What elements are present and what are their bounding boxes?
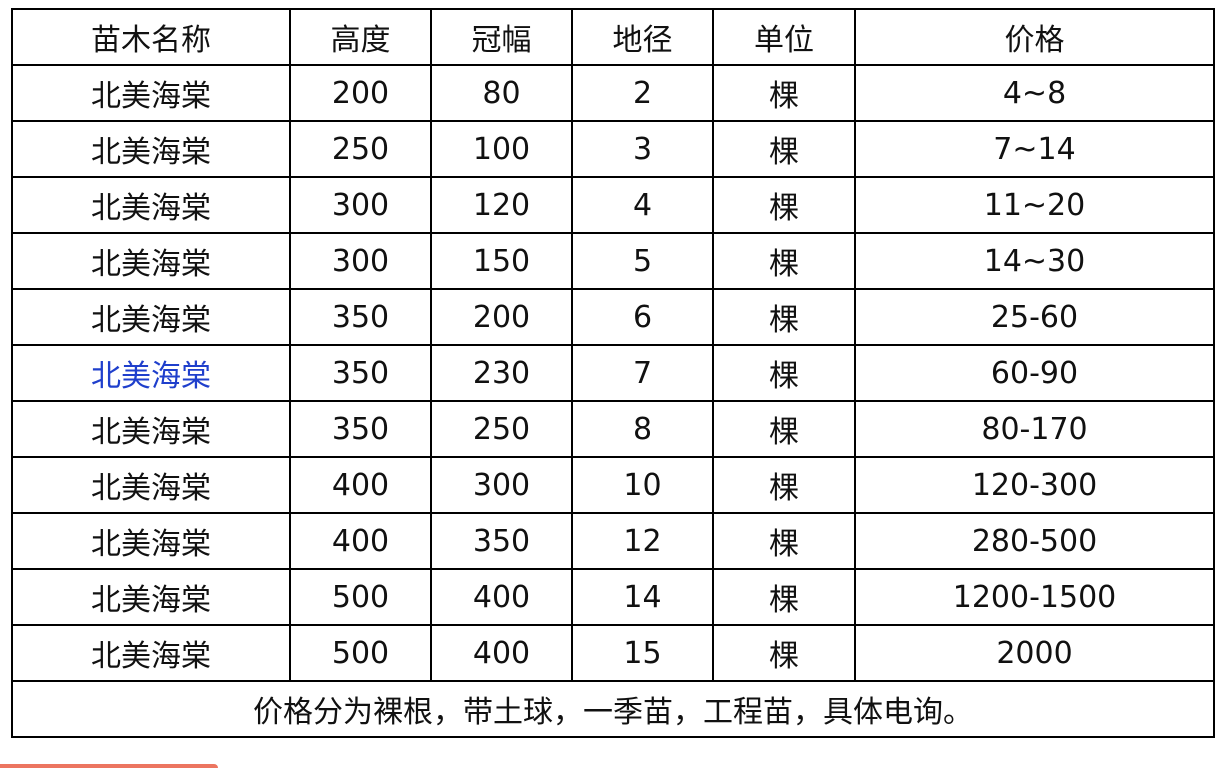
cell-height: 500 bbox=[289, 624, 432, 682]
cell-diameter: 7 bbox=[571, 344, 714, 402]
cell-crown: 400 bbox=[430, 624, 573, 682]
cell-name: 北美海棠 bbox=[11, 456, 291, 514]
cell-price: 2000 bbox=[854, 624, 1215, 682]
cell-crown: 250 bbox=[430, 400, 573, 458]
cell-height: 400 bbox=[289, 512, 432, 570]
cell-unit: 棵 bbox=[712, 120, 856, 178]
cell-unit: 棵 bbox=[712, 512, 856, 570]
cell-height: 350 bbox=[289, 344, 432, 402]
cell-height: 400 bbox=[289, 456, 432, 514]
table-row: 北美海棠 200 80 2 棵 4~8 bbox=[11, 64, 1215, 122]
header-height: 高度 bbox=[289, 8, 432, 66]
cell-name: 北美海棠 bbox=[11, 512, 291, 570]
cell-diameter: 2 bbox=[571, 64, 714, 122]
cell-height: 200 bbox=[289, 64, 432, 122]
header-unit: 单位 bbox=[712, 8, 856, 66]
price-table: 苗木名称 高度 冠幅 地径 单位 价格 北美海棠 200 80 2 棵 4~8 北美海棠 250 100 3… bbox=[11, 8, 1215, 738]
bottom-accent-bar bbox=[0, 764, 218, 768]
cell-diameter: 8 bbox=[571, 400, 714, 458]
cell-name: 北美海棠 bbox=[11, 176, 291, 234]
cell-diameter: 6 bbox=[571, 288, 714, 346]
table-row: 北美海棠 300 120 4 棵 11~20 bbox=[11, 176, 1215, 234]
table-row: 北美海棠 250 100 3 棵 7~14 bbox=[11, 120, 1215, 178]
table-row: 北美海棠 400 350 12 棵 280-500 bbox=[11, 512, 1215, 570]
cell-unit: 棵 bbox=[712, 64, 856, 122]
cell-price: 80-170 bbox=[854, 400, 1215, 458]
header-price: 价格 bbox=[854, 8, 1215, 66]
cell-name: 北美海棠 bbox=[11, 120, 291, 178]
cell-unit: 棵 bbox=[712, 624, 856, 682]
cell-height: 300 bbox=[289, 176, 432, 234]
cell-price: 4~8 bbox=[854, 64, 1215, 122]
cell-name: 北美海棠 bbox=[11, 232, 291, 290]
cell-unit: 棵 bbox=[712, 400, 856, 458]
cell-price: 60-90 bbox=[854, 344, 1215, 402]
cell-price: 7~14 bbox=[854, 120, 1215, 178]
cell-crown: 300 bbox=[430, 456, 573, 514]
cell-height: 250 bbox=[289, 120, 432, 178]
header-row: 苗木名称 高度 冠幅 地径 单位 价格 bbox=[11, 8, 1215, 66]
cell-height: 350 bbox=[289, 288, 432, 346]
price-note: 价格分为裸根，带土球，一季苗，工程苗，具体电询。 bbox=[11, 680, 1215, 738]
cell-crown: 400 bbox=[430, 568, 573, 626]
cell-crown: 150 bbox=[430, 232, 573, 290]
table-row: 北美海棠 350 200 6 棵 25-60 bbox=[11, 288, 1215, 346]
table-row: 北美海棠 500 400 14 棵 1200-1500 bbox=[11, 568, 1215, 626]
table-row: 北美海棠 350 230 7 棵 60-90 bbox=[11, 344, 1215, 402]
cell-diameter: 14 bbox=[571, 568, 714, 626]
cell-crown: 200 bbox=[430, 288, 573, 346]
cell-height: 500 bbox=[289, 568, 432, 626]
cell-height: 300 bbox=[289, 232, 432, 290]
cell-crown: 100 bbox=[430, 120, 573, 178]
cell-unit: 棵 bbox=[712, 288, 856, 346]
table-row: 北美海棠 500 400 15 棵 2000 bbox=[11, 624, 1215, 682]
cell-unit: 棵 bbox=[712, 568, 856, 626]
cell-price: 25-60 bbox=[854, 288, 1215, 346]
cell-name: 北美海棠 bbox=[11, 624, 291, 682]
header-name: 苗木名称 bbox=[11, 8, 291, 66]
cell-diameter: 4 bbox=[571, 176, 714, 234]
cell-name: 北美海棠 bbox=[11, 344, 291, 402]
header-crown: 冠幅 bbox=[430, 8, 573, 66]
cell-price: 11~20 bbox=[854, 176, 1215, 234]
cell-price: 14~30 bbox=[854, 232, 1215, 290]
cell-diameter: 10 bbox=[571, 456, 714, 514]
cell-diameter: 12 bbox=[571, 512, 714, 570]
cell-crown: 80 bbox=[430, 64, 573, 122]
note-row: 价格分为裸根，带土球，一季苗，工程苗，具体电询。 bbox=[11, 680, 1215, 738]
cell-crown: 350 bbox=[430, 512, 573, 570]
cell-name: 北美海棠 bbox=[11, 64, 291, 122]
cell-crown: 230 bbox=[430, 344, 573, 402]
cell-height: 350 bbox=[289, 400, 432, 458]
table-row: 北美海棠 400 300 10 棵 120-300 bbox=[11, 456, 1215, 514]
cell-diameter: 15 bbox=[571, 624, 714, 682]
cell-price: 1200-1500 bbox=[854, 568, 1215, 626]
cell-price: 120-300 bbox=[854, 456, 1215, 514]
cell-unit: 棵 bbox=[712, 232, 856, 290]
cell-unit: 棵 bbox=[712, 344, 856, 402]
cell-name: 北美海棠 bbox=[11, 400, 291, 458]
cell-unit: 棵 bbox=[712, 176, 856, 234]
cell-crown: 120 bbox=[430, 176, 573, 234]
cell-name: 北美海棠 bbox=[11, 568, 291, 626]
cell-price: 280-500 bbox=[854, 512, 1215, 570]
cell-unit: 棵 bbox=[712, 456, 856, 514]
cell-name: 北美海棠 bbox=[11, 288, 291, 346]
cell-diameter: 3 bbox=[571, 120, 714, 178]
table-row: 北美海棠 350 250 8 棵 80-170 bbox=[11, 400, 1215, 458]
cell-diameter: 5 bbox=[571, 232, 714, 290]
table-row: 北美海棠 300 150 5 棵 14~30 bbox=[11, 232, 1215, 290]
header-diameter: 地径 bbox=[571, 8, 714, 66]
